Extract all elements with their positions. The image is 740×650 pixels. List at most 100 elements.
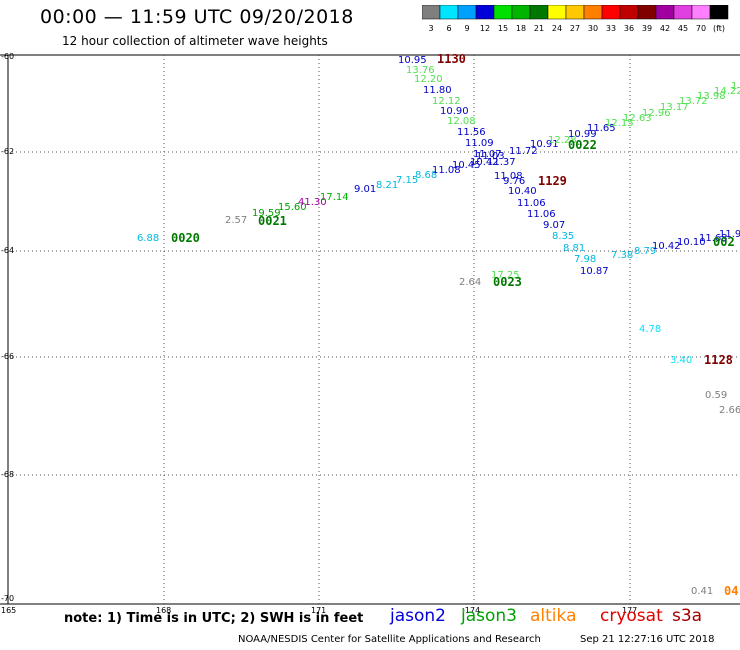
sat-s3a-label: s3a <box>672 606 703 626</box>
swh-label: 10.91 <box>530 139 559 150</box>
swh-label: 11.06 <box>527 209 556 220</box>
lon-label: 165 <box>1 606 16 615</box>
swh-label: 11.06 <box>517 198 546 209</box>
lon-label: -174 <box>462 606 480 615</box>
colorbar-label: 24 <box>552 24 562 33</box>
swh-label: 0.59 <box>705 390 727 401</box>
swh-label: 9.01 <box>354 184 376 195</box>
colorbar-label: 27 <box>570 24 580 33</box>
credit-line: NOAA/NESDIS Center for Satellite Applica… <box>238 634 541 645</box>
swh-label: 10.99 <box>568 129 597 140</box>
colorbar-label: 36 <box>624 24 634 33</box>
swh-label: 7.15 <box>396 175 418 186</box>
colorbar-label: 9 <box>464 24 469 33</box>
swh-label: 17.25 <box>491 270 520 281</box>
swh-label: 2.64 <box>459 277 481 288</box>
colorbar-swatch <box>709 5 729 20</box>
colorbar-label: 6 <box>446 24 451 33</box>
swh-label: 12.12 <box>432 96 461 107</box>
lat-label: -68 <box>1 470 14 479</box>
colorbar-label: (ft) <box>713 24 725 33</box>
swh-label: 9.76 <box>503 176 525 187</box>
swh-label: 11.03 <box>476 151 505 162</box>
swh-label: 12.63 <box>623 113 652 124</box>
swh-label: 17.14 <box>320 192 349 203</box>
map-title: 00:00 — 11:59 UTC 09/20/2018 <box>40 6 354 28</box>
swh-label: 15.60 <box>278 202 307 213</box>
colorbar-label: 39 <box>642 24 652 33</box>
swh-label: 10.95 <box>398 55 427 66</box>
lon-label: 177 <box>622 606 637 615</box>
swh-label: 9.07 <box>543 220 565 231</box>
swh-label: 8.21 <box>376 180 398 191</box>
swh-label: 12.96 <box>642 108 671 119</box>
swh-label: 13.98 <box>697 91 726 102</box>
lat-label: -64 <box>1 246 14 255</box>
colorbar-label: 42 <box>660 24 670 33</box>
swh-label: 11.56 <box>457 127 486 138</box>
swh-label: 13.76 <box>406 65 435 76</box>
swh-label: 10.42 <box>470 157 499 168</box>
swh-label: 13.17 <box>660 102 689 113</box>
swh-label: 8.68 <box>415 170 437 181</box>
swh-label: 12.15 <box>605 118 634 129</box>
lat-label: -62 <box>1 147 14 156</box>
swh-label: 11.72 <box>509 146 538 157</box>
swh-label: 11.08 <box>494 171 523 182</box>
swh-label: 19.59 <box>252 208 281 219</box>
lat-labels: -60 -62 -64 -66 -68 -70 <box>1 52 14 603</box>
swh-label: 12.28 <box>548 135 577 146</box>
lat-label: -66 <box>1 352 14 361</box>
swh-label: 8.35 <box>552 231 574 242</box>
swh-label: 10.40 <box>508 186 537 197</box>
swh-label: 2.57 <box>225 215 247 226</box>
pass-time-label: 0021 <box>258 214 287 228</box>
swh-label: 10.10 <box>677 237 706 248</box>
colorbar-label: 18 <box>516 24 526 33</box>
swh-label: 14.22 <box>714 86 740 97</box>
units-note: note: 1) Time is in UTC; 2) SWH is in fe… <box>64 611 364 626</box>
swh-label: 12.08 <box>447 116 476 127</box>
swh-label: 6.88 <box>137 233 159 244</box>
colorbar-label: 45 <box>678 24 688 33</box>
sat-cryosat-label: cryosat <box>600 606 663 626</box>
swh-label: 10.45 <box>452 160 481 171</box>
colorbar-label: 70 <box>696 24 706 33</box>
swh-label: 8.79 <box>634 246 656 257</box>
swh-label: 11.08 <box>432 165 461 176</box>
swh-label: 11.65 <box>587 123 616 134</box>
colorbar-label: 30 <box>588 24 598 33</box>
pass-time-label: 04 <box>724 584 738 598</box>
swh-label: 7.98 <box>574 254 596 265</box>
swh-label: 11.80 <box>423 85 452 96</box>
swh-label: 11.07 <box>473 149 502 160</box>
pass-time-label: 1130 <box>437 52 466 66</box>
lat-label: -70 <box>1 594 14 603</box>
pass-time-label: 0022 <box>568 138 597 152</box>
track-a: 6.88 2.57 19.59 15.60 41.30 17.14 9.01 8… <box>137 81 740 244</box>
grid-lines <box>8 55 740 604</box>
generated-timestamp: Sep 21 12:27:16 UTC 2018 <box>580 634 715 645</box>
lon-label: 168 <box>156 606 171 615</box>
swh-label: 3.40 <box>670 355 692 366</box>
colorbar-label: 33 <box>606 24 616 33</box>
sat-jason2-label: jason2 <box>390 606 446 626</box>
swh-label: 8.81 <box>563 243 585 254</box>
lon-labels: 165 168 171 -174 177 <box>1 606 637 615</box>
swh-label: 10.42 <box>652 241 681 252</box>
swh-label: 10.90 <box>440 106 469 117</box>
wave-height-colorbar: 3 6 9 12 15 18 21 24 27 30 33 36 39 42 45 70 (ft) <box>422 5 729 33</box>
swh-label: 0.41 <box>691 586 713 597</box>
colorbar-label: 12 <box>480 24 490 33</box>
pass-time-label: 1129 <box>538 174 567 188</box>
swh-label: 10.87 <box>580 266 609 277</box>
swh-label: 2.66 <box>719 405 740 416</box>
track-b: 10.95 13.76 12.20 11.80 12.12 10.90 12.0… <box>398 55 740 277</box>
swh-label: 12.20 <box>414 74 443 85</box>
lon-label: 171 <box>311 606 326 615</box>
sat-altika-label: altika <box>530 606 577 626</box>
colorbar-label: 15 <box>498 24 508 33</box>
colorbar-label: 3 <box>428 24 433 33</box>
swh-label: 1 <box>731 81 737 92</box>
